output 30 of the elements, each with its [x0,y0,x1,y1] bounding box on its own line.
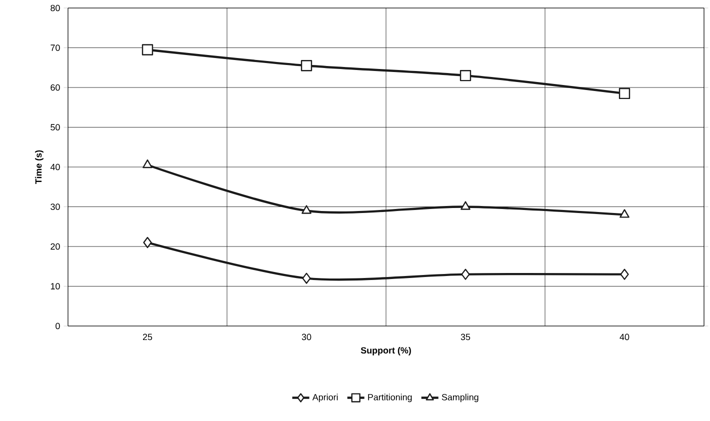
point [302,205,312,214]
x-tick-label: 40 [620,334,630,340]
x-tick-label: 25 [142,334,152,340]
x-tick-label: 35 [460,334,470,340]
y-tick-label: 40 [50,164,60,170]
point [460,201,470,210]
x-tick-label: 30 [302,334,312,340]
point [618,88,630,100]
legend-label: Sampling [442,394,478,402]
y-tick-label: 30 [50,204,60,210]
point [143,236,152,248]
point [461,268,470,280]
point [460,70,472,82]
legend-label: Apriori [312,394,338,402]
point [620,268,629,280]
y-tick-label: 10 [50,283,60,290]
y-axis-title: Time (s) [35,150,44,184]
legend-label: Partitioning [368,394,412,402]
point [620,209,630,218]
y-tick-label: 80 [50,4,60,12]
y-tick-label: 60 [50,84,60,91]
y-tick-label: 70 [50,44,60,51]
x-axis-title: Support (%) [360,346,411,356]
y-tick-label: 20 [50,243,60,250]
y-tick-label: 50 [50,124,60,130]
y-tick-label: 0 [56,322,60,330]
point [142,44,154,56]
point [142,159,152,168]
point [300,60,312,72]
point [302,272,311,284]
